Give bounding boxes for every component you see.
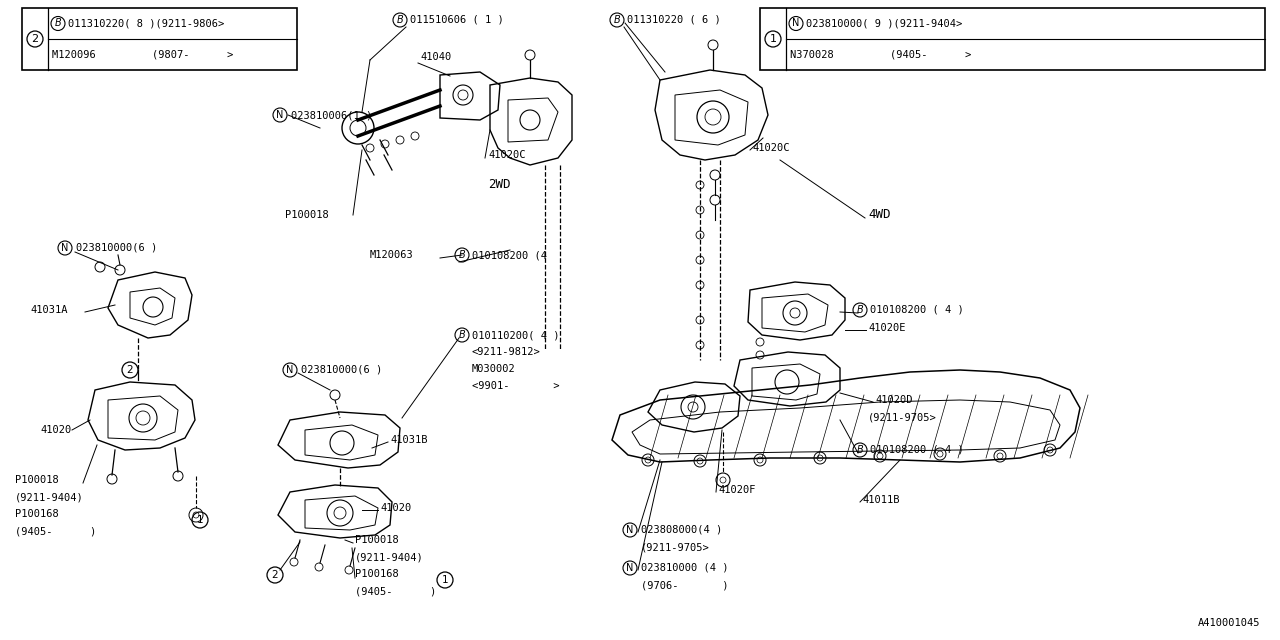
Text: P100168: P100168	[15, 509, 59, 519]
Text: P100018: P100018	[285, 210, 329, 220]
Text: 2: 2	[127, 365, 133, 375]
Text: 41020: 41020	[380, 503, 411, 513]
Text: 023810000(6 ): 023810000(6 )	[76, 243, 157, 253]
Text: M120063: M120063	[370, 250, 413, 260]
Text: 41011B: 41011B	[861, 495, 900, 505]
Text: 2: 2	[32, 34, 38, 44]
Text: A410001045: A410001045	[1198, 618, 1260, 628]
Text: 023810000( 9 )(9211-9404>: 023810000( 9 )(9211-9404>	[806, 19, 963, 29]
Text: 010108200 (4: 010108200 (4	[472, 250, 547, 260]
Text: N: N	[626, 563, 634, 573]
Text: 023810000 (4 ): 023810000 (4 )	[641, 563, 728, 573]
Text: 41020D: 41020D	[876, 395, 913, 405]
Text: <9211-9812>: <9211-9812>	[472, 347, 540, 357]
Text: N: N	[276, 110, 284, 120]
Bar	[760, 8, 1265, 70]
Text: 011310220 ( 6 ): 011310220 ( 6 )	[627, 15, 721, 25]
Text: 41020F: 41020F	[718, 485, 755, 495]
Text: 1: 1	[197, 515, 204, 525]
Text: 41020E: 41020E	[868, 323, 905, 333]
Text: B: B	[856, 445, 864, 455]
Text: (9405-      ): (9405- )	[355, 586, 436, 596]
Text: (9211-9404): (9211-9404)	[15, 492, 83, 502]
Text: 2WD: 2WD	[488, 179, 511, 191]
Text: N: N	[287, 365, 293, 375]
Text: 41020C: 41020C	[753, 143, 790, 153]
Text: (9211-9705>: (9211-9705>	[868, 412, 937, 422]
Text: (9706-       ): (9706- )	[641, 580, 728, 590]
Text: N: N	[792, 19, 800, 29]
Text: B: B	[613, 15, 621, 25]
Text: 41031B: 41031B	[390, 435, 428, 445]
Text: 2: 2	[271, 570, 278, 580]
Text: N: N	[626, 525, 634, 535]
Text: (9211-9705>: (9211-9705>	[641, 542, 709, 552]
Text: 011310220( 8 )(9211-9806>: 011310220( 8 )(9211-9806>	[68, 19, 224, 29]
Text: 023808000(4 ): 023808000(4 )	[641, 525, 722, 535]
Text: 41031A: 41031A	[29, 305, 68, 315]
Text: B: B	[458, 330, 466, 340]
Text: M030002: M030002	[472, 364, 516, 374]
Text: <9901-       >: <9901- >	[472, 381, 559, 391]
Text: B: B	[55, 19, 61, 29]
Text: 010108200 ( 4 ): 010108200 ( 4 )	[870, 305, 964, 315]
Text: 011510606 ( 1 ): 011510606 ( 1 )	[410, 15, 504, 25]
Text: P100018: P100018	[15, 475, 59, 485]
Text: (9405-      ): (9405- )	[15, 526, 96, 536]
Text: N: N	[61, 243, 69, 253]
Text: 1: 1	[442, 575, 448, 585]
Text: M120096         (9807-      >: M120096 (9807- >	[52, 49, 233, 60]
Text: 023810000(6 ): 023810000(6 )	[301, 365, 383, 375]
Text: B: B	[856, 305, 864, 315]
Text: 010108200 ( 4 ): 010108200 ( 4 )	[870, 445, 964, 455]
Text: 010110200( 4 ): 010110200( 4 )	[472, 330, 559, 340]
Text: B: B	[458, 250, 466, 260]
Text: 41040: 41040	[420, 52, 452, 62]
Text: 41020C: 41020C	[488, 150, 526, 160]
Text: N370028         (9405-      >: N370028 (9405- >	[790, 49, 972, 60]
Text: P100168: P100168	[355, 569, 399, 579]
Text: (9211-9404): (9211-9404)	[355, 552, 424, 562]
Text: 4WD: 4WD	[868, 209, 891, 221]
Text: B: B	[397, 15, 403, 25]
Text: 023810006(1 ): 023810006(1 )	[291, 110, 372, 120]
Text: P100018: P100018	[355, 535, 399, 545]
Text: 41020: 41020	[40, 425, 72, 435]
Text: 1: 1	[769, 34, 777, 44]
Bar	[22, 8, 297, 70]
